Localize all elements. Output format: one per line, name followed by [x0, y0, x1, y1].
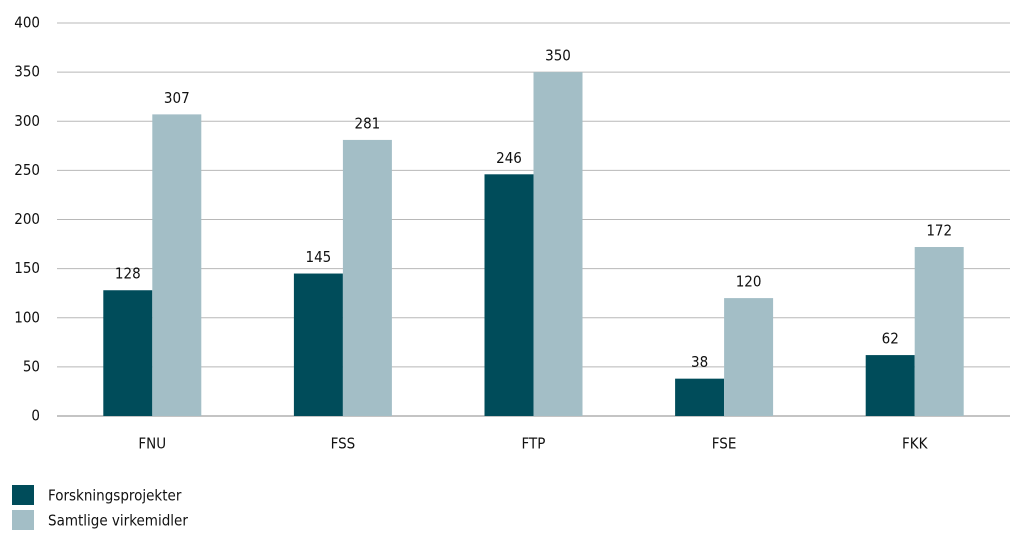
y-tick-label: 150 [14, 259, 40, 277]
data-label: 350 [545, 47, 571, 65]
legend-label: Forskningsprojekter [48, 487, 182, 505]
legend-swatch [12, 510, 34, 530]
bar [914, 247, 964, 416]
y-tick-label: 400 [14, 14, 40, 32]
bar [152, 114, 202, 416]
y-tick-label: 200 [14, 210, 40, 228]
bar [675, 378, 725, 416]
data-label: 38 [691, 353, 708, 371]
bar [103, 290, 153, 416]
x-tick-label: FSS [331, 435, 356, 453]
bar [293, 273, 343, 416]
x-tick-label: FTP [522, 435, 546, 453]
data-label: 307 [164, 89, 190, 107]
y-tick-label: 50 [23, 357, 40, 375]
bar [865, 355, 915, 416]
y-tick-label: 100 [14, 308, 40, 326]
bar [724, 298, 774, 416]
bar [342, 139, 392, 417]
data-label: 62 [882, 330, 899, 348]
legend-label: Samtlige virkemidler [48, 512, 188, 530]
y-tick-label: 300 [14, 112, 40, 130]
y-tick-label: 0 [31, 407, 40, 425]
y-tick-label: 250 [14, 161, 40, 179]
bar [533, 72, 583, 416]
y-tick-label: 350 [14, 63, 40, 81]
bar [484, 174, 534, 416]
data-label: 145 [306, 248, 332, 266]
legend-swatch [12, 485, 34, 505]
data-label: 281 [355, 114, 381, 132]
data-label: 246 [496, 149, 522, 167]
data-label: 172 [926, 222, 952, 240]
data-label: 120 [736, 273, 762, 291]
x-tick-label: FKK [902, 435, 929, 453]
x-tick-label: FSE [712, 435, 737, 453]
x-tick-label: FNU [138, 435, 166, 453]
data-label: 128 [115, 265, 141, 283]
